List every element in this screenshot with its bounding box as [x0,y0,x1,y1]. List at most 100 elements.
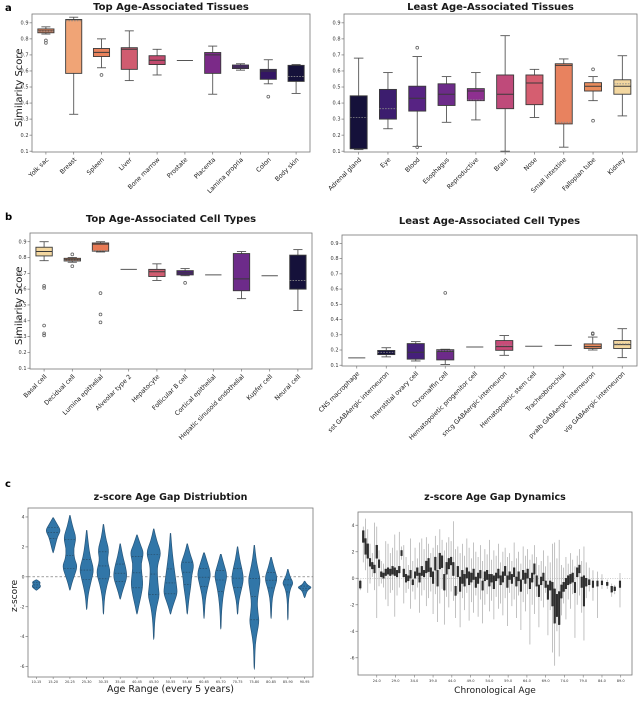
y-tick-label: 0.7 [19,271,27,277]
box [515,576,518,587]
x-category-label: Liver [118,156,134,172]
x-category-label: Basal cell [22,373,48,399]
x-category-label: Body skin [274,156,301,183]
outlier [42,333,46,338]
box [573,582,576,593]
box [379,88,397,120]
box [411,579,414,586]
xlabel-chronological-age: Chronological Age [454,686,536,696]
y-tick-label: 0.5 [19,303,27,309]
y-tick-label: 0.4 [19,318,27,324]
plot-frame [343,13,638,153]
box [584,82,602,92]
y-tick-label: 0.8 [331,256,339,262]
x-tick-label: 24.0 [373,679,382,683]
y-tick-label: 0.9 [331,241,339,247]
y-tick-label: 0.1 [19,366,27,372]
box [409,570,412,579]
box [531,572,534,583]
box [452,562,455,576]
box [414,571,417,579]
box [533,563,536,575]
y-tick-label: 0.5 [331,302,339,308]
box [418,572,421,583]
box [287,64,305,82]
box [567,575,570,586]
box [546,584,549,600]
box [585,578,588,587]
y-tick-label: 0.6 [331,287,339,293]
outlier [98,291,103,295]
box [551,582,554,607]
x-category-label: Adrenal gland [327,156,363,192]
plot-frame [357,511,633,676]
x-category-label: Blood [404,156,422,174]
box [436,349,455,361]
box [406,343,425,360]
box [535,575,538,587]
x-category-label: Eye [379,156,392,169]
x-tick-label: 79.0 [579,679,588,683]
box [492,575,495,590]
y-tick-label: 2 [352,549,355,555]
box [389,568,392,576]
title-violin: z-score Age Gap Distriubtion [93,492,248,503]
y-tick-label: 0.2 [19,350,27,356]
box [504,566,507,576]
x-tick-label: 45-50 [149,680,159,684]
y-tick-label: 0.9 [19,239,27,245]
y-tick-label: 0.8 [19,255,27,261]
box [366,543,369,559]
y-tick-label: 0.2 [331,348,339,354]
violin [31,579,41,591]
box [528,578,531,590]
box [434,556,437,571]
box [470,572,473,583]
box [465,567,468,579]
x-tick-label: 80-85 [266,680,276,684]
y-tick-label: 0.5 [21,85,29,91]
x-tick-label: 25-30 [82,680,92,684]
x-category-label: Hepatocyte [131,373,162,404]
x-tick-label: 70-75 [233,680,243,684]
violin [297,580,312,599]
box [496,74,515,110]
box [204,52,222,74]
box [472,568,475,580]
x-tick-label: 74.0 [560,679,569,683]
box [542,572,545,582]
box [499,575,502,586]
y-tick-label: -6 [20,664,25,670]
y-tick-label: 0.9 [333,20,341,26]
chart-dynamics: 4 2 0 -2 -4 -6 24.0 29.0 34.0 39.0 44.0 49.0 54.0 59.… [350,511,633,683]
box [400,550,403,556]
outlier [44,41,48,45]
box [596,580,599,587]
outlier [183,281,187,285]
x-tick-label: 44.0 [448,679,457,683]
y-tick-label: 0.3 [331,332,339,338]
box [416,567,419,576]
box [501,571,504,583]
box [91,242,110,252]
box [463,574,466,587]
box [65,19,83,74]
box [477,572,480,584]
x-category-label: Brain [493,156,510,173]
y-tick-label: 0.2 [21,133,29,139]
x-tick-label: 59.0 [504,679,513,683]
x-tick-label: 64.0 [523,679,532,683]
box [486,570,489,580]
y-tick-label: 0.1 [333,149,341,155]
xlabel-age-range: Age Range (every 5 years) [106,684,234,695]
y-tick-label: 0.3 [21,117,29,123]
box [441,555,444,568]
x-tick-label: 10-15 [31,680,41,684]
x-category-label: Esophagus [422,156,451,185]
box [427,558,430,572]
y-tick-label: 0 [352,576,355,582]
box [474,576,477,588]
